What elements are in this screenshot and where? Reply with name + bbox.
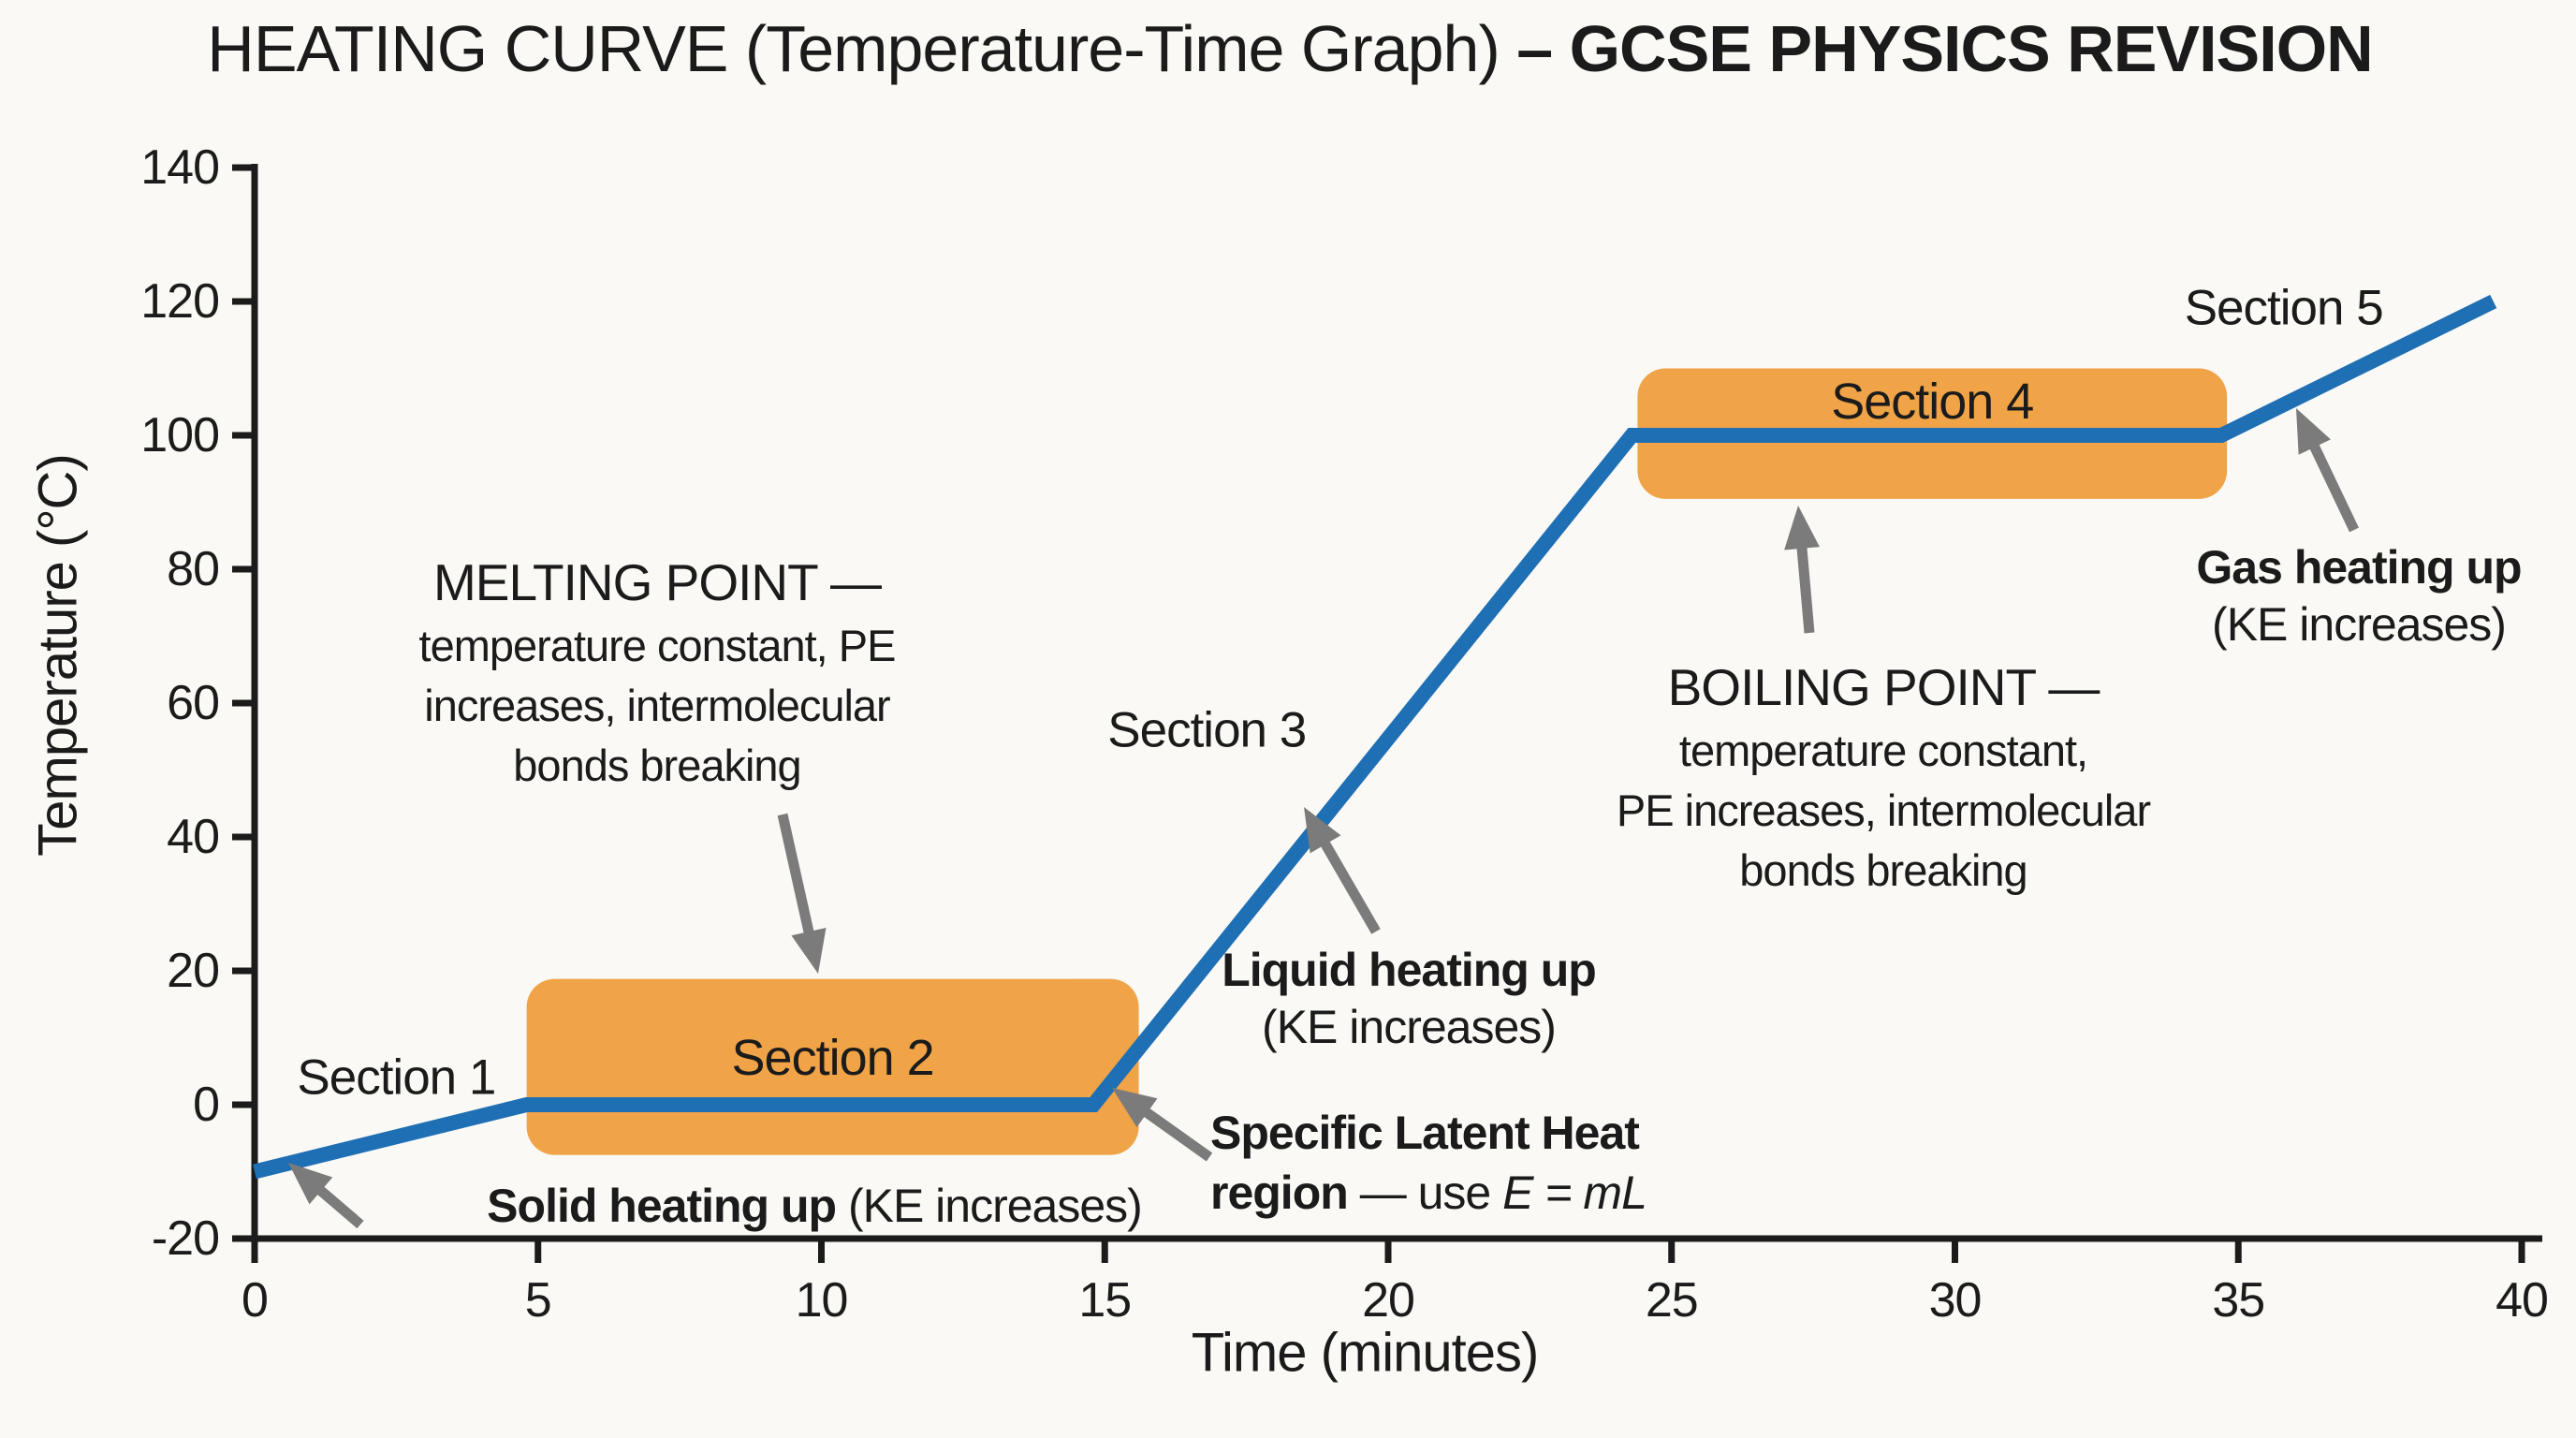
section-label-section-5: Section 5 (2184, 280, 2384, 336)
latent-heat-region-text: region (1210, 1167, 1349, 1219)
x-tick-label: 0 (242, 1273, 269, 1328)
y-tick-label: 0 (193, 1078, 220, 1132)
region-label-section-2: Section 2 (731, 1029, 935, 1086)
arrow-solid-heating-icon (288, 1163, 364, 1229)
liquid-heating-annotation: Liquid heating up (KE increases) (1222, 942, 1597, 1056)
x-tick-label: 25 (1645, 1273, 1699, 1328)
arrow-latent-heat-icon (1112, 1088, 1213, 1162)
boiling-point-text-line: bonds breaking (1739, 845, 2027, 895)
gas-heating-annotation: Gas heating up (KE increases) (2196, 539, 2522, 653)
latent-heat-line1: Specific Latent Heat (1210, 1107, 1640, 1159)
arrow-liquid-heating-icon (1304, 807, 1381, 934)
latent-heat-formula: E = mL (1502, 1167, 1647, 1219)
gas-heating-regular-text: (KE increases) (2212, 598, 2507, 651)
latent-heat-annotation: Specific Latent Heat region — use E = mL (1210, 1103, 1647, 1223)
x-tick-label: 35 (2212, 1273, 2265, 1328)
region-label-section-4: Section 4 (1831, 374, 2034, 431)
boiling-point-annotation: BOILING POINT — temperature constant, PE… (1616, 653, 2151, 901)
section-label-section-1: Section 1 (297, 1049, 496, 1106)
section-label-section-3: Section 3 (1107, 702, 1307, 758)
x-tick-label: 40 (2496, 1273, 2549, 1328)
melting-point-annotation: MELTING POINT — temperature constant, PE… (418, 549, 897, 796)
latent-heat-use-text: — use (1347, 1167, 1503, 1219)
chart-title-regular: HEATING CURVE (Temperature-Time Graph) (207, 12, 1517, 85)
liquid-heating-bold-text: Liquid heating up (1222, 944, 1597, 996)
melting-point-heading: MELTING POINT — (432, 553, 882, 611)
boiling-point-heading: BOILING POINT — (1667, 658, 2100, 716)
melting-point-text-line: increases, intermolecular (424, 681, 890, 730)
arrow-melting-point-icon (777, 813, 827, 974)
melting-point-text-line: bonds breaking (513, 741, 801, 790)
x-tick-label: 20 (1362, 1273, 1415, 1328)
solid-heating-annotation: Solid heating up (KE increases) (487, 1179, 1143, 1233)
y-tick-label: -20 (151, 1211, 220, 1266)
y-tick-label: 40 (167, 810, 220, 864)
y-axis-title: Temperature (°C) (27, 454, 89, 857)
boiling-point-text-line: PE increases, intermolecular (1616, 785, 2151, 835)
arrow-boiling-point-icon (1784, 506, 1820, 634)
x-tick-label: 5 (524, 1273, 552, 1328)
gas-heating-bold-text: Gas heating up (2196, 541, 2522, 594)
y-tick-label: 60 (167, 676, 220, 730)
chart-title-bold: – GCSE PHYSICS REVISION (1516, 12, 2373, 85)
y-tick-label: 80 (167, 542, 220, 596)
y-tick-label: 100 (140, 408, 220, 462)
chart-title: HEATING CURVE (Temperature-Time Graph) –… (207, 11, 2373, 86)
arrow-gas-heating-icon (2296, 408, 2359, 533)
heating-curve-line (253, 294, 2497, 1180)
y-tick-label: 20 (167, 944, 220, 998)
solid-heating-regular-text: (KE increases) (836, 1180, 1143, 1232)
x-tick-label: 30 (1928, 1273, 1983, 1328)
melting-point-text-line: temperature constant, PE (418, 621, 897, 670)
y-tick-label: 120 (140, 274, 220, 329)
liquid-heating-regular-text: (KE increases) (1262, 1001, 1557, 1053)
x-tick-label: 15 (1078, 1273, 1132, 1328)
solid-heating-bold-text: Solid heating up (487, 1180, 837, 1232)
latent-heat-line2: region — use E = mL (1210, 1163, 1647, 1223)
y-tick-label: 140 (140, 140, 220, 195)
boiling-point-text-line: temperature constant, (1678, 726, 2088, 775)
x-tick-label: 10 (795, 1273, 849, 1328)
x-axis-title: Time (minutes) (1191, 1322, 1540, 1384)
